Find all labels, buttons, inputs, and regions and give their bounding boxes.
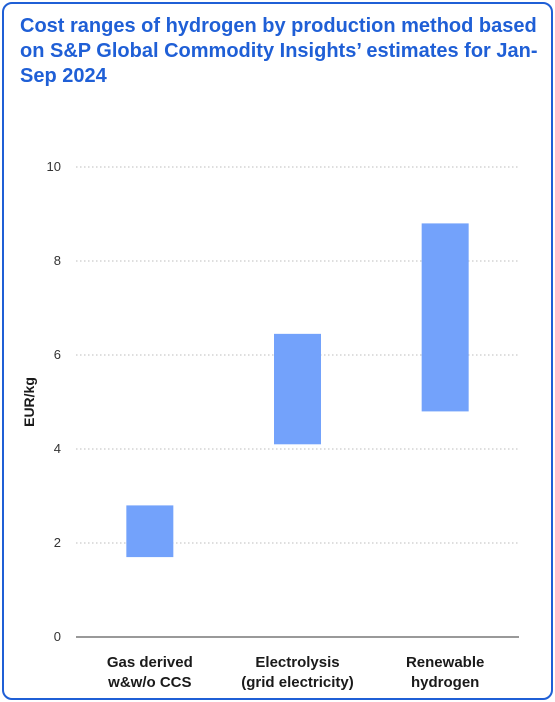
y-tick-label: 4 <box>54 441 61 456</box>
chart-title: Cost ranges of hydrogen by production me… <box>20 15 538 87</box>
y-axis-ticks: 0 2 4 6 8 10 <box>47 159 61 644</box>
x-category-label: Renewable hydrogen <box>406 654 484 691</box>
y-axis-title: EUR/kg <box>21 377 37 427</box>
x-category-label-line: Gas derived <box>107 654 193 671</box>
y-tick-label: 10 <box>47 159 61 174</box>
x-category-label-line: (grid electricity) <box>241 674 354 691</box>
x-category-label-line: Electrolysis <box>255 654 339 671</box>
y-tick-label: 6 <box>54 347 61 362</box>
x-category-label-line: hydrogen <box>411 674 479 691</box>
y-tick-label: 0 <box>54 629 61 644</box>
range-bar <box>274 333 321 445</box>
y-tick-label: 8 <box>54 253 61 268</box>
bars <box>126 223 469 558</box>
x-category-label: Gas derived w&w/o CCS <box>107 654 193 691</box>
x-category-label-line: w&w/o CCS <box>107 674 191 691</box>
range-bar-chart: 0 2 4 6 8 10 Gas derived w&w/o CCS Electrolysis… <box>21 159 519 691</box>
range-bar <box>421 223 469 412</box>
x-category-label-line: Renewable <box>406 654 484 671</box>
y-tick-label: 2 <box>54 535 61 550</box>
range-bar <box>126 505 174 558</box>
x-axis-categories: Gas derived w&w/o CCS Electrolysis (grid el… <box>107 654 484 691</box>
x-category-label: Electrolysis (grid electricity) <box>241 654 354 691</box>
